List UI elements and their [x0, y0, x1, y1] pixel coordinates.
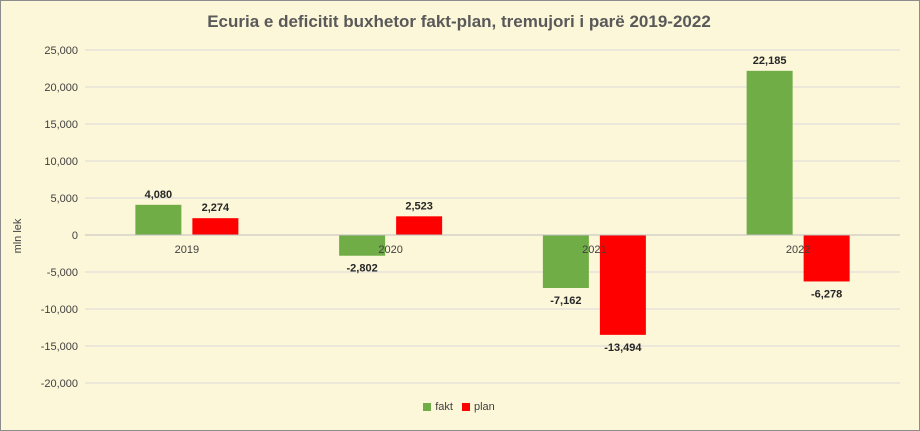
legend-item-plan: plan — [462, 401, 495, 413]
legend-swatch-fakt — [423, 403, 432, 411]
y-tick-label: -10,000 — [41, 304, 78, 316]
bar-plan-2022 — [803, 235, 850, 282]
data-label-plan: -6,278 — [811, 288, 842, 300]
y-tick-label: -5,000 — [47, 267, 78, 279]
y-tick-label: -15,000 — [41, 341, 78, 353]
bar-plan-2020 — [396, 216, 443, 235]
data-label-fakt: 4,080 — [145, 189, 173, 201]
chart-legend: fakt plan — [0, 401, 918, 414]
data-label-plan: 2,274 — [202, 202, 230, 214]
x-tick-label: 2019 — [175, 244, 199, 256]
x-tick-label: 2020 — [378, 244, 402, 256]
data-label-fakt: -7,162 — [550, 295, 581, 307]
y-tick-label: 15,000 — [44, 119, 78, 131]
legend-label-fakt: fakt — [435, 401, 453, 413]
y-tick-label: -20,000 — [41, 378, 78, 390]
legend-label-plan: plan — [474, 401, 495, 413]
data-label-plan: -13,494 — [604, 342, 642, 354]
bar-plan-2019 — [192, 218, 239, 235]
x-tick-label: 2022 — [786, 244, 810, 256]
y-tick-label: 20,000 — [44, 82, 78, 94]
y-tick-label: 25,000 — [44, 45, 78, 57]
x-tick-label: 2021 — [582, 244, 606, 256]
y-tick-label: 0 — [72, 230, 78, 242]
legend-item-fakt: fakt — [423, 401, 453, 413]
bar-fakt-2021 — [542, 235, 589, 288]
bar-fakt-2019 — [135, 204, 182, 235]
data-label-fakt: -2,802 — [347, 263, 378, 275]
data-label-plan: 2,523 — [405, 200, 433, 212]
chart-title: Ecuria e deficitit buxhetor fakt-plan, t… — [207, 12, 711, 31]
y-tick-label: 10,000 — [44, 156, 78, 168]
bar-fakt-2020 — [339, 235, 386, 256]
data-label-fakt: 22,185 — [753, 55, 787, 67]
bar-plan-2021 — [599, 235, 646, 335]
y-tick-label: 5,000 — [50, 193, 78, 205]
bar-fakt-2022 — [746, 70, 793, 236]
legend-swatch-plan — [462, 403, 470, 411]
